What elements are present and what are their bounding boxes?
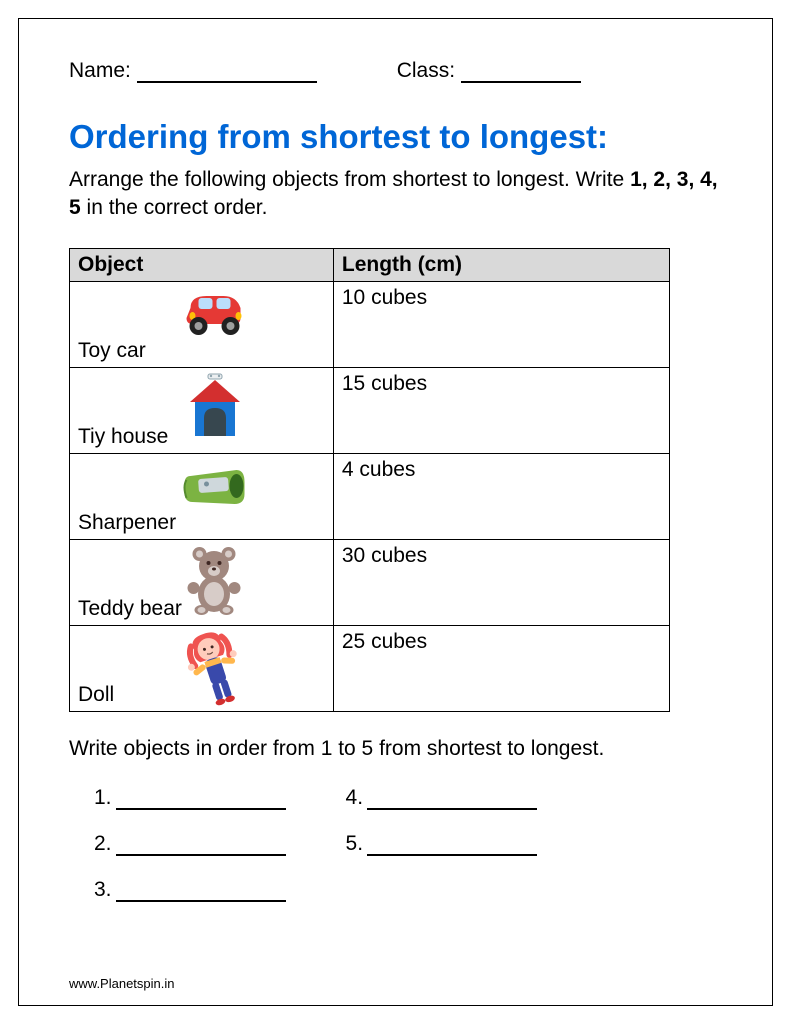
- worksheet-page: Name: Class: Ordering from shortest to l…: [18, 18, 773, 1006]
- object-icon: [182, 544, 247, 616]
- object-icon: [179, 286, 254, 341]
- length-cell: 10 cubes: [333, 281, 669, 367]
- answer-blank[interactable]: [116, 835, 286, 856]
- answer-blank[interactable]: [116, 881, 286, 902]
- answer-number: 2.: [94, 832, 112, 855]
- object-label: Sharpener: [78, 511, 176, 534]
- car-icon: [179, 286, 254, 341]
- doll-icon: [180, 630, 252, 710]
- length-cell: 4 cubes: [333, 453, 669, 539]
- object-cell: Sharpener: [70, 453, 334, 539]
- object-icon: [179, 458, 254, 513]
- instructions: Arrange the following objects from short…: [69, 166, 722, 223]
- table-row: Toy car 10 cubes: [70, 281, 670, 367]
- answer-section: 1. 2. 3. 4. 5.: [69, 786, 722, 902]
- answer-number: 4.: [346, 786, 364, 809]
- object-cell: Toy car: [70, 281, 334, 367]
- name-blank[interactable]: [137, 60, 317, 83]
- answer-line[interactable]: 1.: [94, 786, 286, 810]
- answer-line[interactable]: 5.: [346, 832, 538, 856]
- object-icon: [180, 372, 250, 442]
- table-row: Sharpener 4 cubes: [70, 453, 670, 539]
- answer-line[interactable]: 3.: [94, 878, 286, 902]
- name-label: Name:: [69, 59, 131, 82]
- name-field[interactable]: Name:: [69, 59, 317, 83]
- page-title: Ordering from shortest to longest:: [69, 118, 722, 156]
- answer-number: 1.: [94, 786, 112, 809]
- col-length: Length (cm): [333, 248, 669, 281]
- class-field[interactable]: Class:: [397, 59, 581, 83]
- object-cell: Teddy bear: [70, 539, 334, 625]
- object-icon: [180, 630, 252, 710]
- length-cell: 25 cubes: [333, 625, 669, 711]
- answer-line[interactable]: 2.: [94, 832, 286, 856]
- class-label: Class:: [397, 59, 455, 82]
- class-blank[interactable]: [461, 60, 581, 83]
- table-row: Tiy house 15 cubes: [70, 367, 670, 453]
- answer-line[interactable]: 4.: [346, 786, 538, 810]
- objects-table: Object Length (cm) Toy car 10 cubes Tiy …: [69, 248, 670, 712]
- table-row: Teddy bear 30 cubes: [70, 539, 670, 625]
- header-fields: Name: Class:: [69, 59, 722, 83]
- object-label: Teddy bear: [78, 597, 182, 620]
- table-row: Doll 25 cubes: [70, 625, 670, 711]
- answer-blank[interactable]: [367, 835, 537, 856]
- answer-number: 3.: [94, 878, 112, 901]
- answer-col-1: 1. 2. 3.: [94, 786, 286, 902]
- answer-number: 5.: [346, 832, 364, 855]
- doghouse-icon: [180, 372, 250, 442]
- answer-blank[interactable]: [116, 789, 286, 810]
- answer-blank[interactable]: [367, 789, 537, 810]
- sharpener-icon: [179, 458, 254, 513]
- object-cell: Tiy house: [70, 367, 334, 453]
- footer-credit: www.Planetspin.in: [69, 976, 175, 991]
- col-object: Object: [70, 248, 334, 281]
- object-cell: Doll: [70, 625, 334, 711]
- teddy-icon: [182, 544, 247, 616]
- object-label: Doll: [78, 683, 114, 706]
- instr-line1: Arrange the following objects from short…: [69, 168, 564, 191]
- post-instruction: Write objects in order from 1 to 5 from …: [69, 737, 722, 761]
- object-label: Toy car: [78, 339, 146, 362]
- length-cell: 30 cubes: [333, 539, 669, 625]
- object-label: Tiy house: [78, 425, 168, 448]
- instr-suffix: in the correct order.: [81, 196, 268, 219]
- instr-prefix: . Write: [564, 168, 630, 191]
- answer-col-2: 4. 5.: [346, 786, 538, 902]
- length-cell: 15 cubes: [333, 367, 669, 453]
